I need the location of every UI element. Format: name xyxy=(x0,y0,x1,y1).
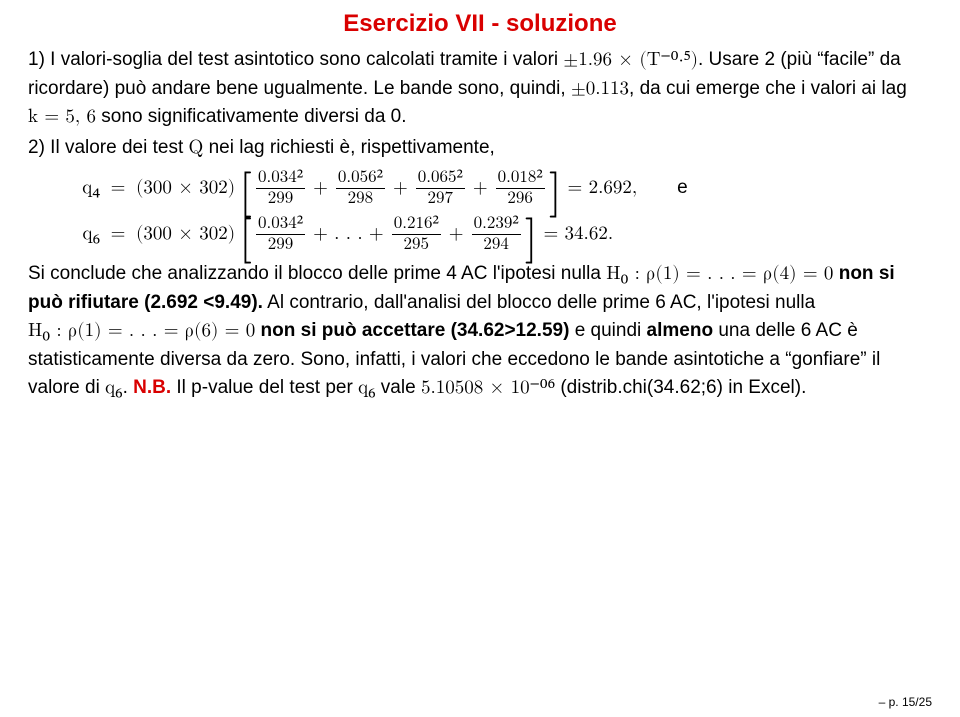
p3-j: vale xyxy=(376,377,421,398)
eq-q4-trail: e xyxy=(677,174,688,203)
eq-q6-result: = 34.62. xyxy=(543,220,613,249)
p2-b: nei lag richiesti è, rispettivamente, xyxy=(203,137,494,158)
p3-pval: 5.10508 × 10⁻⁰⁶ xyxy=(421,378,555,397)
content: 1) I valori-soglia del test asintotico s… xyxy=(28,46,932,403)
eq-q4-term-0: 0.034²299 xyxy=(256,168,305,208)
page: Esercizio VII - soluzione 1) I valori-so… xyxy=(0,0,960,717)
eq-q4-lhs: q₄ xyxy=(60,174,100,203)
eq-q4: q₄ = (300 × 302) [ 0.034²299 + 0.056²298… xyxy=(60,168,932,208)
nb-label: N.B. xyxy=(133,377,171,398)
p1-g: sono significativamente diversi da 0. xyxy=(96,106,407,127)
eq-q4-result: = 2.692, xyxy=(567,174,637,203)
p3-f-bold: almeno xyxy=(647,320,714,341)
p3-q6b: q₆ xyxy=(358,378,375,397)
eq-q4-term-2: 0.065²297 xyxy=(416,168,465,208)
eq-sign: = xyxy=(100,174,136,203)
p1-math-band: ±0.113 xyxy=(571,79,629,98)
p3-h0a: H₀ : ρ(1) = . . . = ρ(4) = 0 xyxy=(606,264,833,283)
p1-a: 1) I valori-soglia del test asintotico s… xyxy=(28,49,558,70)
p3-e: e quindi xyxy=(569,320,646,341)
paragraph-1: 1) I valori-soglia del test asintotico s… xyxy=(28,46,932,132)
plus-icon: + xyxy=(313,174,328,203)
p3-d-bold: non si può accettare (34.62>12.59) xyxy=(255,320,569,341)
p1-math-k: k = 5, 6 xyxy=(28,107,96,126)
eq-q4-factor: (300 × 302) xyxy=(136,174,235,203)
eq-q6-term-1: 0.216²295 xyxy=(392,214,441,254)
p1-math-threshold: ±1.96 × (T⁻⁰⋅⁵) xyxy=(563,50,698,69)
p3-i: Il p-value del test per xyxy=(171,377,358,398)
plus-icon: + xyxy=(393,174,408,203)
equations: q₄ = (300 × 302) [ 0.034²299 + 0.056²298… xyxy=(60,168,932,254)
p3-h: . xyxy=(123,377,134,398)
paragraph-2: 2) Il valore dei test Q nei lag richiest… xyxy=(28,134,932,163)
plus-icon: + xyxy=(449,220,464,249)
p2-a: 2) Il valore dei test xyxy=(28,137,189,158)
p3-k: (distrib.chi(34.62;6) in Excel). xyxy=(555,377,806,398)
p3-q6: q₆ xyxy=(105,378,122,397)
paragraph-3: Si conclude che analizzando il blocco de… xyxy=(28,260,932,403)
page-title: Esercizio VII - soluzione xyxy=(28,10,932,38)
eq-q4-term-1: 0.056²298 xyxy=(336,168,385,208)
p3-c: Al contrario, dall'analisi del blocco de… xyxy=(263,292,815,313)
p1-e: , da cui emerge che i valori ai lag xyxy=(629,78,907,99)
eq-q6-lhs: q₆ xyxy=(60,220,100,249)
page-number: – p. 15/25 xyxy=(879,695,932,709)
eq-q6-term-0: 0.034²299 xyxy=(256,214,305,254)
eq-q6: q₆ = (300 × 302) [ 0.034²299 + . . . + 0… xyxy=(60,214,932,254)
eq-q6-factor: (300 × 302) xyxy=(136,220,235,249)
p3-a: Si conclude che analizzando il blocco de… xyxy=(28,263,601,284)
eq-q6-term-2: 0.239²294 xyxy=(472,214,521,254)
p2-q: Q xyxy=(189,138,204,157)
eq-sign: = xyxy=(100,220,136,249)
eq-q4-term-3: 0.018²296 xyxy=(496,168,545,208)
dots: + . . . + xyxy=(313,220,384,249)
plus-icon: + xyxy=(473,174,488,203)
p3-h0b: H₀ : ρ(1) = . . . = ρ(6) = 0 xyxy=(28,321,255,340)
